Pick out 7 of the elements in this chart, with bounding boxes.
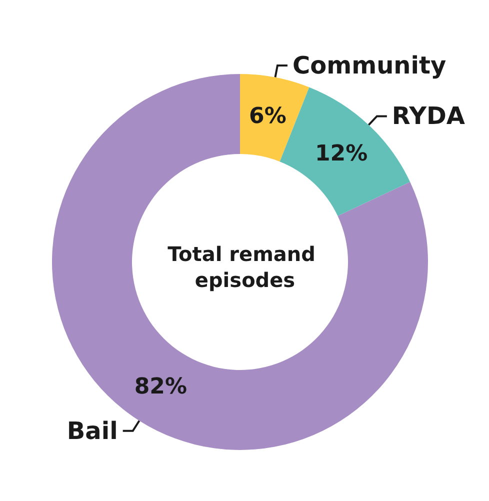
data-label: 82%	[134, 374, 188, 400]
slice-label: Bail	[66, 416, 118, 445]
text: Total remand episodes	[168, 242, 322, 292]
data-label: 6%	[249, 104, 286, 130]
data-label: 12%	[314, 142, 368, 167]
slice-label: Community	[292, 52, 446, 80]
slice-label: RYDA	[392, 102, 466, 130]
